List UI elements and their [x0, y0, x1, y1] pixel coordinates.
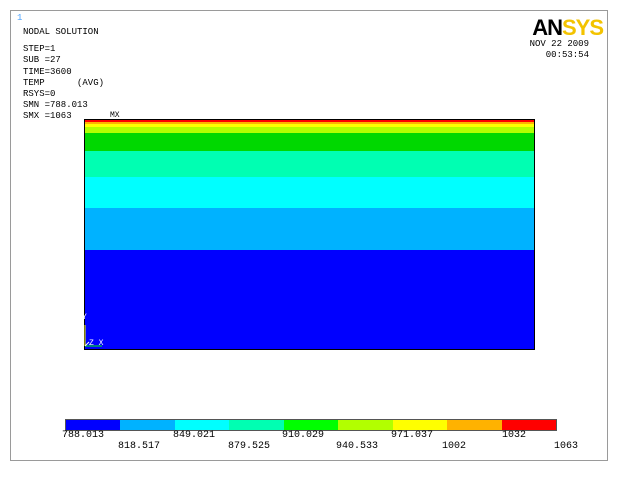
- datetime: NOV 22 2009 00:53:54: [530, 39, 589, 61]
- legend-seg-1: [66, 420, 121, 430]
- legend-label-849: 849.021: [173, 430, 216, 441]
- ansys-logo: ANSYS: [532, 15, 604, 41]
- legend-seg-4: [229, 420, 284, 430]
- band-yellowgreen: [85, 127, 534, 133]
- band-orange: [85, 122, 534, 124]
- time-label: 00:53:54: [545, 50, 589, 60]
- legend-seg-6: [338, 420, 393, 430]
- contour-plot: [84, 119, 535, 350]
- axis-triad: Y Z X: [82, 313, 122, 353]
- date-label: NOV 22 2009: [529, 39, 589, 49]
- info-step: STEP=1: [23, 44, 56, 55]
- legend-label-788: 788.013: [62, 430, 105, 441]
- band-cyan: [85, 177, 534, 208]
- solution-info: NODAL SOLUTION STEP=1 SUB =27 TIME=3600 TEMP…: [23, 27, 104, 123]
- info-time: TIME=3600: [23, 66, 72, 77]
- window-number: 1: [17, 13, 23, 23]
- max-marker: MX: [110, 111, 120, 120]
- legend-label-1063: 1063: [554, 441, 579, 452]
- legend-seg-3: [174, 420, 230, 430]
- band-lightblue: [85, 208, 534, 250]
- legend-seg-2: [120, 420, 175, 430]
- info-smx: SMX =1063: [23, 111, 72, 122]
- band-red: [85, 120, 534, 122]
- info-title: NODAL SOLUTION: [23, 27, 99, 37]
- axis-y-label: Y: [82, 313, 87, 322]
- band-green: [85, 133, 534, 151]
- band-blue: [85, 250, 534, 349]
- logo-an: AN: [532, 15, 563, 40]
- axis-zx-label: Z X: [89, 339, 104, 348]
- band-aquagreen: [85, 151, 534, 177]
- info-sub: SUB =27: [23, 55, 61, 66]
- legend-label-910: 910.029: [282, 430, 325, 441]
- band-yellow: [85, 124, 534, 127]
- legend-label-1032: 1032: [502, 430, 527, 441]
- graphics-window[interactable]: 1 NODAL SOLUTION STEP=1 SUB =27 TIME=3600 TE…: [10, 10, 608, 461]
- color-legend: [65, 419, 557, 431]
- legend-label-818: 818.517: [118, 441, 161, 452]
- legend-label-879: 879.525: [228, 441, 271, 452]
- logo-sys: SYS: [561, 15, 604, 40]
- legend-label-971: 971.037: [391, 430, 434, 441]
- info-rsys: RSYS=0: [23, 89, 56, 100]
- axis-triad-icon: [84, 325, 102, 347]
- info-temp: TEMP (AVG): [23, 77, 105, 88]
- legend-seg-9: [501, 420, 556, 430]
- legend-seg-5: [283, 420, 339, 430]
- legend-seg-8: [447, 420, 502, 430]
- info-smn: SMN =788.013: [23, 100, 88, 111]
- legend-label-1002: 1002: [442, 441, 467, 452]
- legend-label-940: 940.533: [336, 441, 379, 452]
- legend-seg-7: [392, 420, 448, 430]
